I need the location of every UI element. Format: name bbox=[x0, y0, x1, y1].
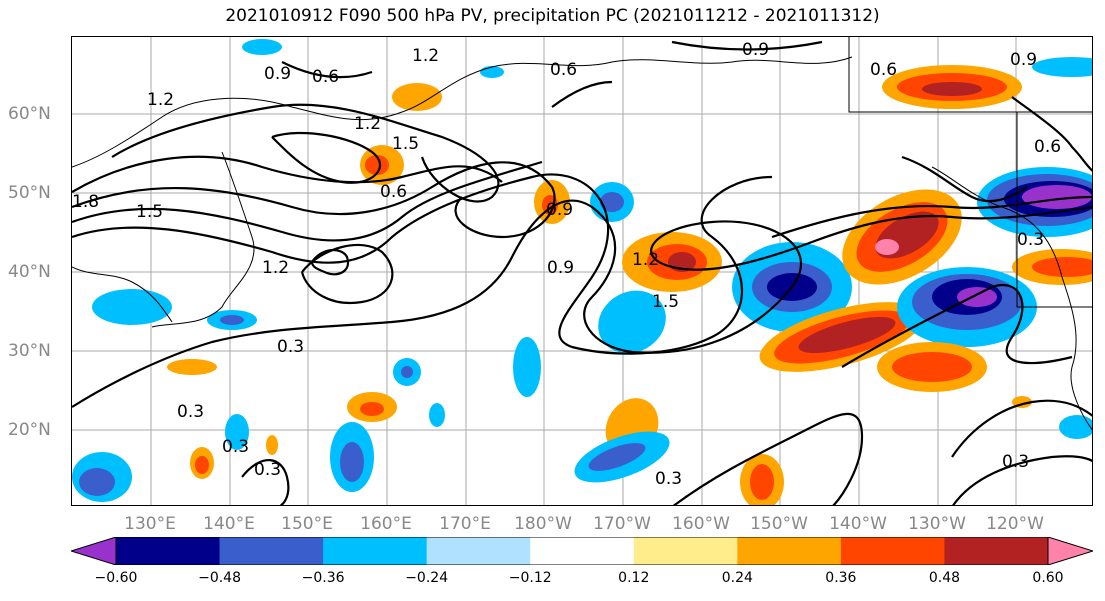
colorbar-segment bbox=[944, 537, 1049, 565]
colorbar-segments bbox=[71, 537, 1093, 565]
coastlines bbox=[72, 37, 1092, 431]
colorbar-tick-label: −0.24 bbox=[405, 570, 449, 586]
contour-label: 0.6 bbox=[1034, 137, 1061, 157]
contour-label: 1.2 bbox=[632, 250, 659, 270]
contour-label: 0.9 bbox=[264, 64, 291, 84]
colorbar-extend-min bbox=[71, 537, 116, 565]
colorbar-tick-label: 0.60 bbox=[1032, 570, 1064, 586]
lon-label-140w: 140°W bbox=[829, 514, 887, 534]
lat-label-60n: 60°N bbox=[8, 104, 51, 124]
map-canvas: 1.2 0.9 0.6 0.9 0.6 0.6 0.9 1.2 1.2 1.5 … bbox=[72, 37, 1092, 505]
contour-label: 0.9 bbox=[546, 200, 573, 220]
lon-label-160w: 160°W bbox=[672, 514, 730, 534]
lon-label-170e: 170°E bbox=[439, 514, 491, 534]
colorbar-tick-label: 0.48 bbox=[928, 570, 961, 586]
colorbar-tick-label: 0.24 bbox=[721, 570, 753, 586]
colorbar-tick-label: 0.36 bbox=[825, 570, 857, 586]
contour-label: 0.3 bbox=[277, 337, 304, 357]
contour-label: 0.3 bbox=[222, 437, 249, 457]
lat-label-40n: 40°N bbox=[8, 262, 51, 282]
contour-label: 1.2 bbox=[412, 46, 439, 66]
lon-label-150e: 150°E bbox=[281, 514, 333, 534]
contour-label: 0.9 bbox=[547, 258, 574, 278]
contour-label: 0.3 bbox=[177, 402, 204, 422]
lat-label-20n: 20°N bbox=[8, 420, 51, 440]
contour-label: 0.6 bbox=[380, 182, 407, 202]
contour-label: 1.2 bbox=[354, 114, 381, 134]
contour-label: 0.3 bbox=[1017, 230, 1044, 250]
contour-label: 0.6 bbox=[870, 60, 897, 80]
colorbar-outline bbox=[115, 537, 1049, 565]
contour-label: 0.6 bbox=[550, 60, 577, 80]
contour-labels: 1.2 0.9 0.6 0.9 0.6 0.6 0.9 1.2 1.2 1.5 … bbox=[72, 40, 1061, 489]
colorbar-tick-label: −0.48 bbox=[198, 570, 241, 586]
colorbar-segment bbox=[840, 537, 945, 565]
colorbar-segment bbox=[426, 537, 531, 565]
contour-label: 1.5 bbox=[136, 202, 163, 222]
colorbar-segment bbox=[633, 537, 738, 565]
colorbar-tick-label: −0.60 bbox=[94, 570, 138, 586]
lon-label-170w: 170°W bbox=[593, 514, 651, 534]
contour-label: 0.9 bbox=[742, 40, 769, 60]
lon-label-180w: 180°W bbox=[514, 514, 572, 534]
contour-label: 0.9 bbox=[1010, 50, 1037, 70]
colorbar-segment bbox=[219, 537, 324, 565]
lon-label-160e: 160°E bbox=[360, 514, 412, 534]
pv-contours bbox=[72, 40, 1092, 505]
lon-label-130e: 130°E bbox=[124, 514, 176, 534]
colorbar-tick-label: 0.12 bbox=[618, 570, 650, 586]
colorbar-segment bbox=[116, 537, 221, 565]
contour-label: 1.5 bbox=[652, 292, 679, 312]
map-title: 2021010912 F090 500 hPa PV, precipitatio… bbox=[225, 6, 880, 26]
colorbar-tick-label: −0.36 bbox=[301, 570, 345, 586]
contour-label: 1.5 bbox=[392, 134, 419, 154]
colorbar-tick-label: −0.12 bbox=[508, 570, 552, 586]
lon-label-130w: 130°W bbox=[908, 514, 966, 534]
colorbar-extend-max bbox=[1048, 537, 1093, 565]
colorbar bbox=[71, 537, 1093, 565]
contour-label: 0.3 bbox=[1002, 452, 1029, 472]
map-panel: 1.2 0.9 0.6 0.9 0.6 0.6 0.9 1.2 1.2 1.5 … bbox=[71, 36, 1093, 506]
contour-label: 1.2 bbox=[147, 90, 174, 110]
colorbar-segment bbox=[530, 537, 635, 565]
lon-label-150w: 150°W bbox=[750, 514, 808, 534]
lat-label-30n: 30°N bbox=[8, 341, 51, 361]
lat-label-50n: 50°N bbox=[8, 183, 51, 203]
lon-label-140e: 140°E bbox=[203, 514, 255, 534]
colorbar-segment bbox=[737, 537, 842, 565]
lon-label-120w: 120°W bbox=[986, 514, 1044, 534]
contour-label: 0.3 bbox=[655, 469, 682, 489]
contour-label: 1.2 bbox=[262, 258, 289, 278]
colorbar-segment bbox=[323, 537, 428, 565]
contour-label: 1.8 bbox=[72, 192, 99, 212]
contour-label: 0.6 bbox=[312, 67, 339, 87]
contour-label: 0.3 bbox=[254, 460, 281, 480]
